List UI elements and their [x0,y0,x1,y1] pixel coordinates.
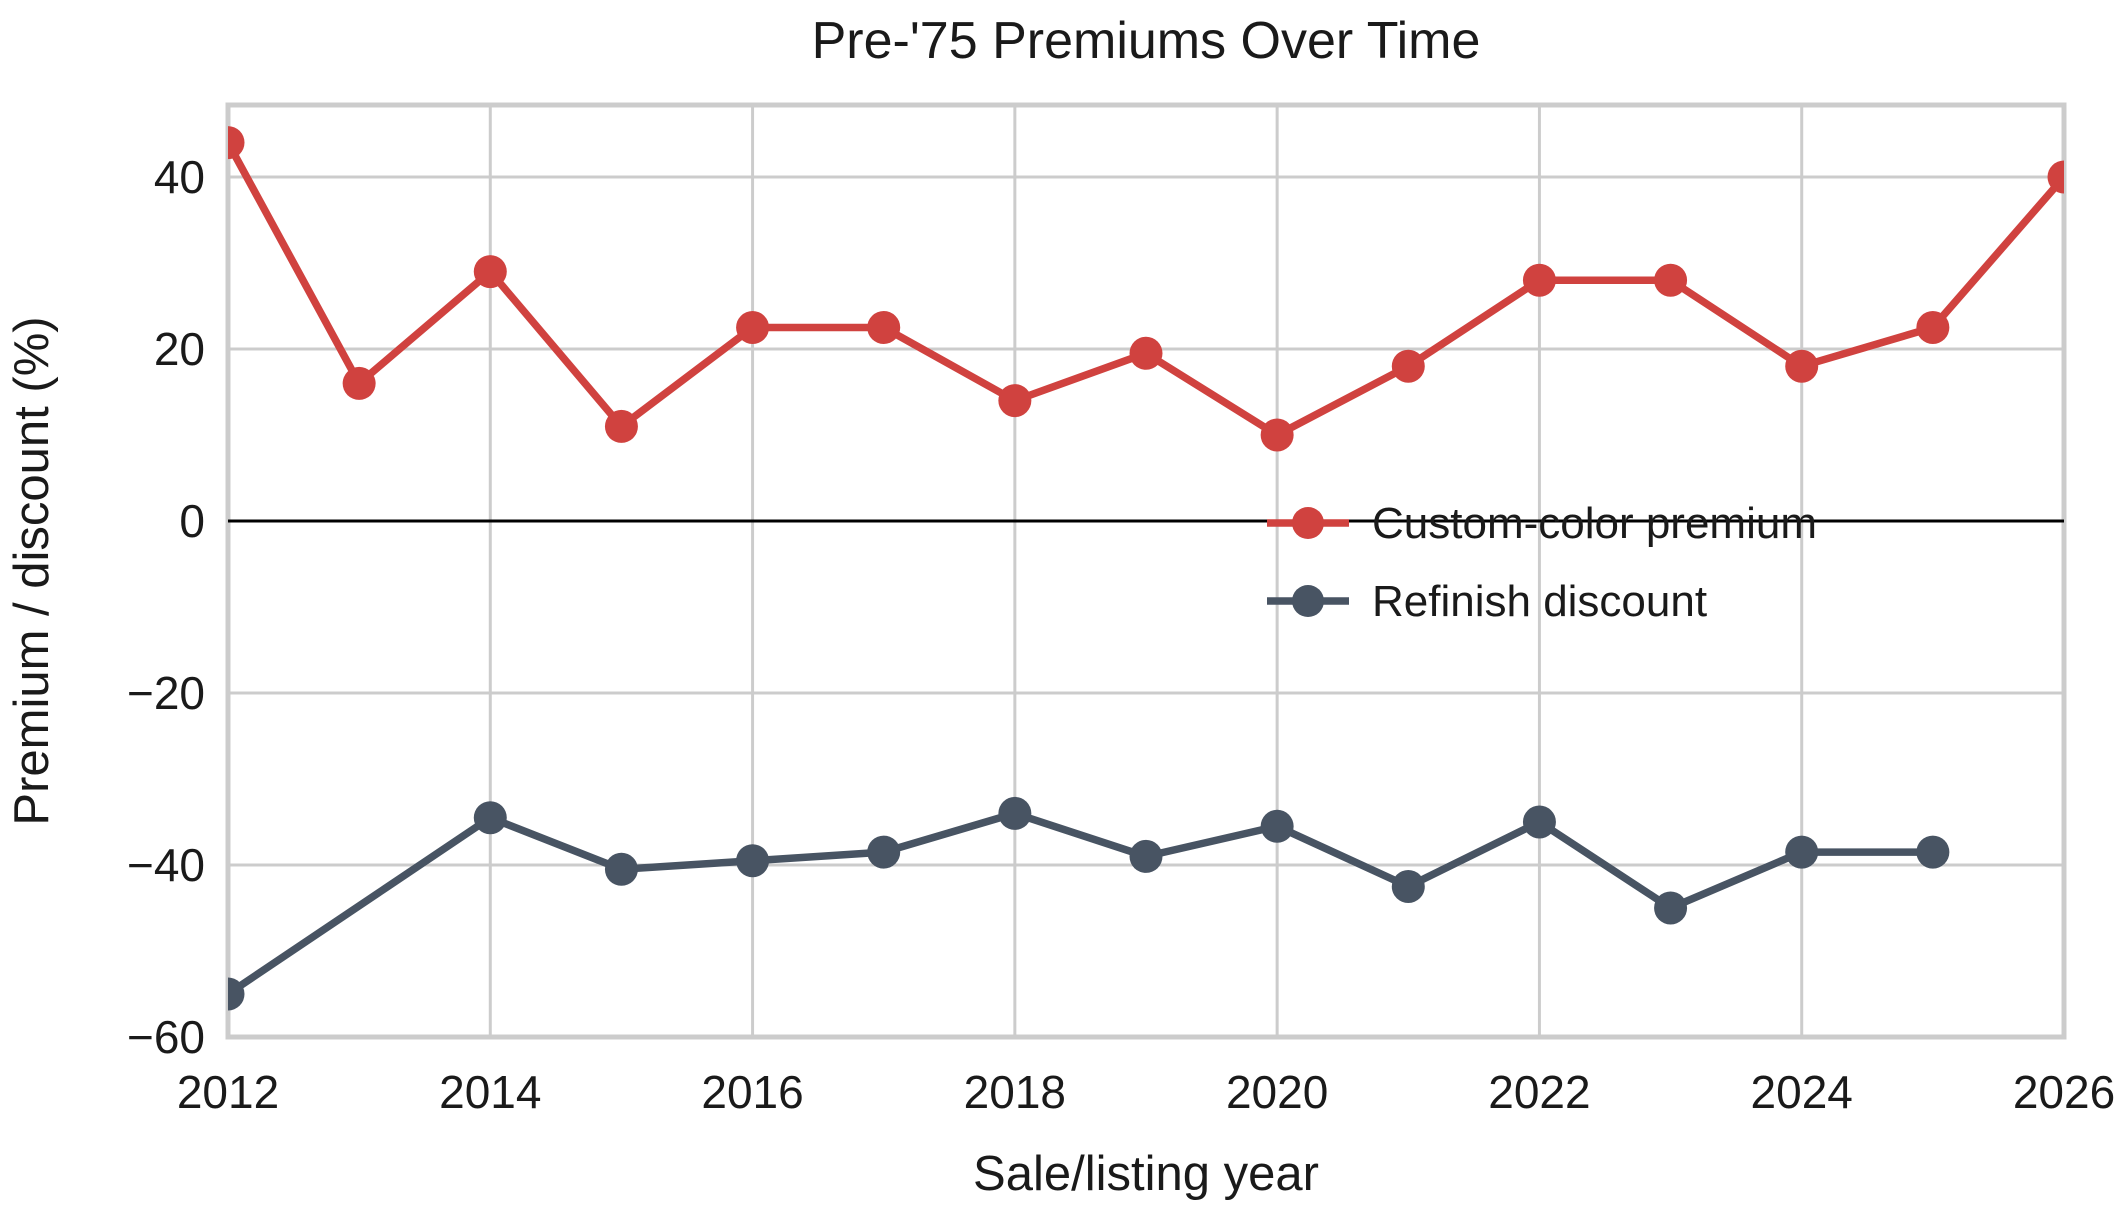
chart-title: Pre-'75 Premiums Over Time [812,12,1481,70]
data-point [473,801,507,835]
axes-spines [225,102,2067,1040]
x-tick-label: 2022 [1488,1066,1590,1118]
data-point [1522,263,1556,297]
legend-marker [1292,585,1324,617]
data-point [604,852,638,886]
plot-border [225,102,2067,1040]
data-point [1129,336,1163,370]
tick-labels: 2012 2014 2016 2018 2020 2022 2024 2026 40 20 0 −20… [127,151,2115,1118]
y-tick-label: −20 [127,667,205,719]
legend-label: Custom-color premium [1372,499,1817,548]
legend-entry-refinish-discount: Refinish discount [1267,577,1707,626]
data-point [1391,870,1425,903]
x-tick-label: 2024 [1751,1066,1853,1118]
legend: Custom-color premium Refinish discount [1267,499,1817,626]
y-tick-label: 20 [154,323,205,375]
legend-marker [1292,507,1324,539]
data-point [228,977,245,1011]
x-axis-label: Sale/listing year [973,1147,1319,1201]
data-point [867,311,901,344]
x-tick-label: 2014 [439,1066,541,1118]
data-point [736,311,770,344]
data-point [2047,160,2064,194]
data-point [1391,349,1425,383]
data-point [1654,263,1688,297]
data-point [1522,805,1556,839]
data-point [998,384,1032,418]
data-point [1916,311,1950,344]
data-point [867,835,901,869]
series-refinish-discount [228,796,1950,1011]
y-tick-label: 0 [179,495,205,547]
data-point [1785,835,1819,869]
data-point [1654,891,1688,925]
data-point [736,844,770,878]
x-tick-label: 2018 [964,1066,1066,1118]
x-tick-label: 2020 [1226,1066,1328,1118]
data-point [1260,418,1294,452]
data-point [1916,835,1950,869]
y-axis-label: Premium / discount (%) [5,316,59,825]
legend-label: Refinish discount [1372,577,1707,626]
series-line-custom-color-premium [228,138,2064,439]
x-tick-label: 2016 [701,1066,803,1118]
legend-entry-custom-color-premium: Custom-color premium [1267,499,1817,548]
data-series [228,126,2064,1011]
data-point [342,366,376,400]
data-point [1129,839,1163,873]
y-tick-label: −60 [127,1011,205,1063]
x-tick-label: 2012 [177,1066,279,1118]
x-tick-label: 2026 [2013,1066,2115,1118]
data-point [604,409,638,443]
y-tick-label: 40 [154,151,205,203]
data-point [228,126,245,160]
data-point [1260,809,1294,843]
series-custom-color-premium [228,126,2064,452]
gridlines [226,105,2066,1039]
data-point [1785,349,1819,383]
data-point [998,796,1032,830]
data-point [473,255,507,289]
y-tick-label: −40 [127,839,205,891]
